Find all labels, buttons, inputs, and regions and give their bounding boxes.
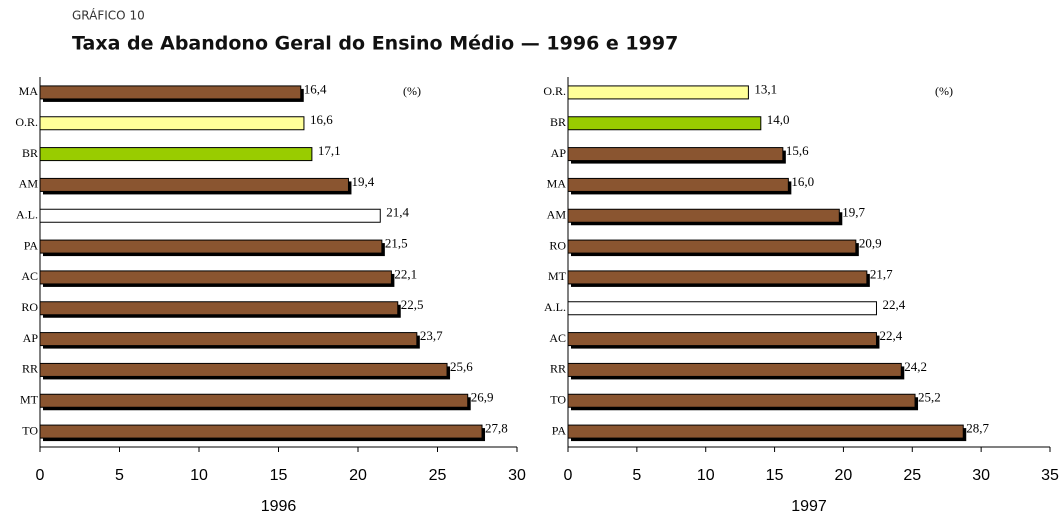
- x-tick-label: 0: [564, 467, 573, 484]
- x-axis-label: 1997: [791, 498, 827, 515]
- value-label: 19,7: [842, 205, 865, 220]
- bar: [567, 85, 749, 100]
- category-label: TO: [22, 423, 38, 437]
- bar: [39, 239, 383, 254]
- value-label: 22,1: [394, 266, 417, 281]
- bar: [39, 208, 381, 223]
- x-axis-label: 1996: [261, 498, 297, 515]
- bar: [39, 147, 313, 162]
- bar: [567, 301, 877, 316]
- value-label: 24,2: [904, 359, 927, 374]
- value-label: 16,0: [791, 174, 814, 189]
- value-label: 17,1: [318, 143, 341, 158]
- category-label: AP: [23, 331, 39, 345]
- value-label: 25,6: [450, 359, 473, 374]
- value-label: 21,7: [870, 266, 893, 281]
- bar: [567, 393, 916, 408]
- x-tick-label: 0: [36, 467, 45, 484]
- x-tick-label: 20: [349, 467, 367, 484]
- value-label: 28,7: [966, 421, 989, 436]
- x-tick-label: 20: [835, 467, 853, 484]
- bar: [567, 177, 789, 192]
- value-label: 14,0: [767, 112, 790, 127]
- category-label: O.R.: [543, 84, 566, 98]
- category-label: RR: [22, 362, 38, 376]
- value-label: 16,6: [310, 112, 333, 127]
- unit-label: (%): [935, 84, 953, 98]
- figure-title: Taxa de Abandono Geral do Ensino Médio —…: [72, 33, 678, 55]
- category-label: O.R.: [15, 115, 38, 129]
- category-label: AC: [21, 269, 38, 283]
- unit-label: (%): [403, 84, 421, 98]
- bar: [39, 393, 469, 408]
- bar: [39, 177, 349, 192]
- value-label: 22,4: [879, 328, 902, 343]
- value-label: 21,4: [386, 205, 409, 220]
- figure-label: GRÁFICO 10: [72, 8, 145, 23]
- bar: [567, 116, 762, 131]
- bar: [567, 270, 868, 285]
- bar: [39, 270, 392, 285]
- category-label: AC: [549, 331, 566, 345]
- x-tick-label: 25: [429, 467, 447, 484]
- value-label: 26,9: [471, 390, 494, 405]
- category-label: BR: [550, 115, 566, 129]
- value-label: 22,5: [401, 297, 424, 312]
- bar: [39, 301, 399, 316]
- bar: [567, 239, 857, 254]
- category-label: AM: [547, 208, 567, 222]
- category-label: RO: [21, 300, 38, 314]
- x-tick-label: 30: [508, 467, 526, 484]
- category-label: A.L.: [544, 300, 566, 314]
- x-tick-label: 35: [1041, 467, 1059, 484]
- category-label: MT: [548, 269, 567, 283]
- category-label: MT: [20, 393, 39, 407]
- x-tick-label: 15: [766, 467, 784, 484]
- bar: [567, 208, 840, 223]
- category-label: MA: [547, 177, 567, 191]
- value-label: 21,5: [385, 236, 408, 251]
- x-tick-label: 30: [972, 467, 990, 484]
- x-tick-label: 10: [190, 467, 208, 484]
- x-tick-label: 5: [115, 467, 124, 484]
- x-tick-label: 10: [697, 467, 715, 484]
- value-label: 27,8: [485, 421, 508, 436]
- value-label: 20,9: [859, 236, 882, 251]
- category-label: MA: [19, 84, 39, 98]
- x-tick-label: 15: [270, 467, 288, 484]
- category-label: AP: [551, 146, 567, 160]
- category-label: BR: [22, 146, 38, 160]
- value-label: 25,2: [918, 390, 941, 405]
- category-label: A.L.: [16, 208, 38, 222]
- value-label: 22,4: [882, 297, 905, 312]
- value-label: 13,1: [754, 81, 777, 96]
- bar: [567, 332, 877, 347]
- category-label: AM: [19, 177, 39, 191]
- value-label: 15,6: [786, 143, 809, 158]
- bar: [567, 362, 902, 377]
- category-label: PA: [24, 238, 39, 252]
- x-tick-label: 25: [903, 467, 921, 484]
- category-label: TO: [550, 393, 566, 407]
- bar: [39, 85, 302, 100]
- bar: [39, 332, 418, 347]
- bar: [567, 424, 964, 439]
- category-label: PA: [552, 423, 567, 437]
- x-tick-label: 5: [632, 467, 641, 484]
- bar: [567, 147, 784, 162]
- value-label: 19,4: [351, 174, 374, 189]
- category-label: RO: [549, 238, 566, 252]
- category-label: RR: [550, 362, 566, 376]
- bar: [39, 362, 448, 377]
- bar: [39, 424, 483, 439]
- value-label: 23,7: [420, 328, 443, 343]
- value-label: 16,4: [304, 81, 327, 96]
- bar: [39, 116, 305, 131]
